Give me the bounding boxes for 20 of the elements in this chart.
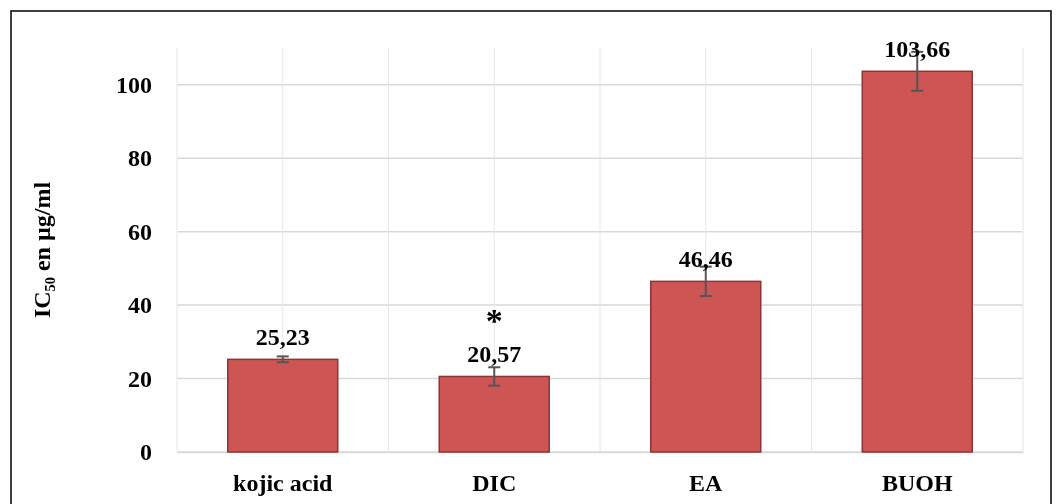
data-label: 20,57 — [467, 341, 522, 368]
y-tick-label: 0 — [140, 439, 152, 466]
bar — [861, 70, 973, 453]
y-tick-label: 40 — [128, 292, 152, 319]
bar — [227, 358, 339, 453]
x-tick-label: kojic acid — [233, 470, 334, 497]
y-axis-title: IC₅₀ en µg/ml — [29, 181, 55, 319]
annotation: * — [485, 302, 503, 340]
y-tick-label: 100 — [116, 71, 152, 98]
bar — [650, 280, 762, 453]
x-tick-label: BUOH — [881, 470, 953, 497]
x-tick-label: DIC — [472, 470, 517, 497]
y-tick-label: 60 — [128, 218, 152, 245]
data-label: 25,23 — [255, 324, 310, 351]
data-label: 46,46 — [678, 246, 733, 273]
data-label: 103,66 — [884, 36, 951, 63]
y-tick-label: 80 — [128, 145, 152, 172]
bar — [438, 375, 550, 453]
x-tick-label: EA — [689, 470, 724, 497]
y-tick-label: 20 — [128, 365, 152, 392]
